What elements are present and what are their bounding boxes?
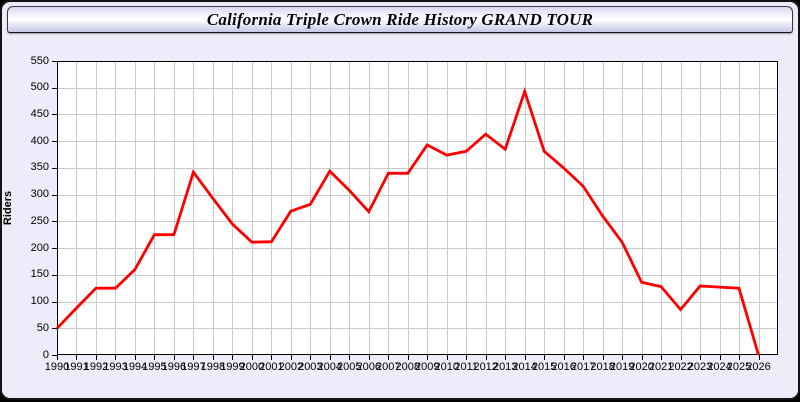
x-tick-label: 2010: [434, 361, 459, 373]
y-tick-label: 0: [42, 348, 49, 361]
tick-marks: [52, 60, 761, 360]
x-tick-label: 2007: [376, 361, 401, 373]
x-tick-label: 2022: [668, 361, 693, 373]
x-tick-label: 2023: [687, 361, 713, 373]
x-tick-label: 2002: [278, 361, 304, 373]
y-tick-label: 400: [30, 134, 49, 147]
x-tick-label: 2000: [239, 361, 265, 373]
x-tick-label: 2009: [414, 361, 440, 373]
y-tick-label: 100: [30, 295, 49, 308]
x-tick-label: 2013: [492, 361, 518, 373]
x-tick-label: 1994: [122, 361, 148, 373]
y-tick-label: 500: [30, 81, 49, 94]
x-tick-label: 1991: [64, 361, 89, 373]
x-tick-label: 2025: [726, 361, 752, 373]
ride-history-line: [55, 87, 760, 356]
x-tick-label: 2019: [609, 361, 635, 373]
y-tick-label: 200: [30, 241, 49, 254]
y-tick-label: 250: [30, 214, 49, 227]
x-tick-label: 2014: [512, 361, 537, 373]
x-tick-label: 2016: [551, 361, 576, 373]
x-tick-label: 1993: [103, 361, 128, 373]
x-tick-label: 2011: [454, 361, 479, 373]
y-tick-label: 300: [30, 188, 49, 201]
x-tick-label: 2012: [473, 361, 498, 373]
x-tick-label: 2015: [531, 361, 557, 373]
x-tick-label: 2017: [570, 361, 596, 373]
y-axis-title: Riders: [2, 190, 14, 226]
x-tick-label: 2021: [648, 361, 674, 373]
y-tick-label: 550: [30, 54, 49, 67]
x-tick-label: 2005: [337, 361, 362, 373]
y-tick-label: 450: [30, 107, 49, 120]
x-tick-label: 1995: [142, 361, 167, 373]
y-tick-label: 50: [36, 321, 49, 334]
x-tick-label: 2003: [298, 361, 323, 373]
x-tick-label: 2001: [259, 361, 284, 373]
x-tick-label: 2020: [629, 361, 654, 373]
x-tick-label: 2008: [395, 361, 420, 373]
x-tick-label: 1996: [161, 361, 187, 373]
x-tick-label: 1997: [181, 361, 206, 373]
x-tick-label: 1992: [83, 361, 109, 373]
x-tick-label: 1999: [220, 361, 245, 373]
x-tick-label: 1998: [200, 361, 226, 373]
y-tick-label: 150: [30, 268, 49, 281]
x-tick-label: 2006: [356, 361, 382, 373]
x-tick-label: 2004: [317, 361, 343, 373]
x-tick-label: 2024: [707, 361, 732, 373]
axis-frame: [56, 60, 779, 356]
y-tick-label: 350: [30, 161, 49, 174]
plot-background: [57, 61, 778, 355]
x-tick-label: 1990: [44, 361, 70, 373]
chart-title-bar: California Triple Crown Ride History GRA…: [7, 6, 793, 33]
x-tick-label: 2018: [590, 361, 615, 373]
x-tick-label: 2026: [746, 361, 771, 373]
chart-title: California Triple Crown Ride History GRA…: [206, 10, 594, 29]
